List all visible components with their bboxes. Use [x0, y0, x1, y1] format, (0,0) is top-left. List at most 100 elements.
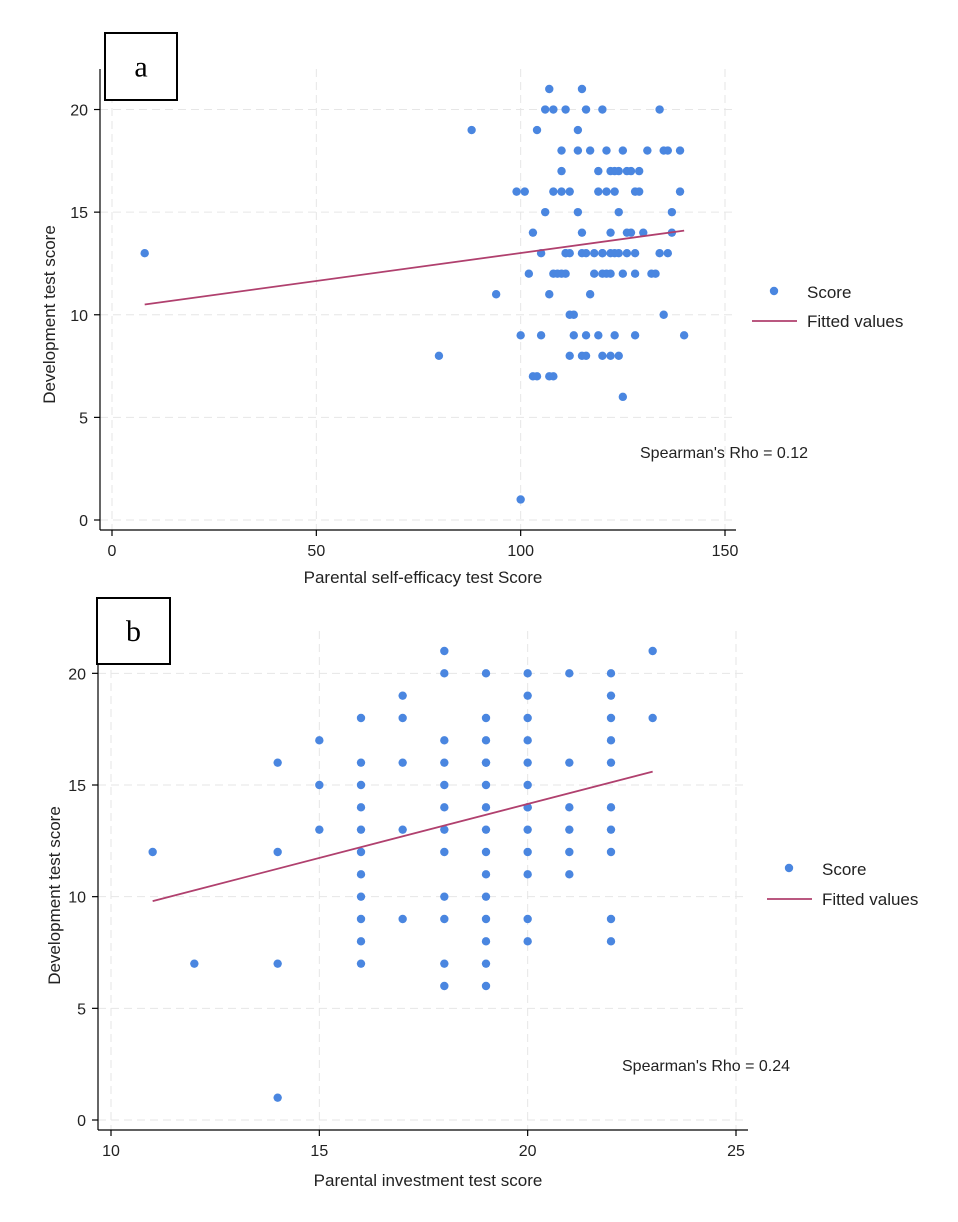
data-point [618, 392, 628, 402]
x-tick-label: 50 [307, 543, 325, 560]
x-tick-label: 100 [507, 543, 534, 560]
data-point [512, 187, 521, 196]
data-point [606, 803, 616, 812]
x-tick-label: 25 [727, 1143, 745, 1160]
x-axis-title: Parental self-efficacy test Score [304, 568, 543, 587]
data-point [598, 248, 607, 258]
data-point [356, 713, 366, 723]
x-tick-label: 20 [519, 1143, 537, 1160]
data-point [523, 758, 532, 767]
data-point [565, 248, 574, 258]
data-point [481, 780, 491, 790]
data-point [648, 646, 657, 656]
data-point [273, 758, 282, 767]
data-point [679, 331, 689, 340]
data-point [481, 937, 491, 946]
spearman-annotation: Spearman's Rho = 0.24 [622, 1058, 790, 1075]
data-point [315, 736, 324, 745]
y-tick-label: 20 [70, 103, 88, 120]
data-point [565, 803, 574, 812]
data-point [606, 228, 615, 237]
fitted-line [144, 229, 685, 306]
y-tick-label: 0 [77, 1113, 86, 1130]
data-point [481, 803, 491, 812]
y-tick-label: 15 [68, 778, 86, 795]
data-point [545, 290, 554, 299]
data-point [481, 847, 491, 857]
data-point [440, 981, 449, 991]
y-tick-label: 0 [79, 513, 88, 530]
data-point [481, 959, 491, 968]
data-point [523, 669, 532, 678]
data-point [565, 870, 574, 879]
data-point [610, 331, 619, 340]
data-point [626, 228, 636, 237]
data-point [655, 105, 664, 114]
data-point [630, 331, 640, 340]
data-point [356, 825, 366, 834]
data-point [557, 146, 566, 155]
data-point [655, 248, 664, 258]
data-point [434, 351, 444, 361]
data-point [520, 187, 529, 196]
data-point [565, 187, 574, 196]
legend-label-fitted: Fitted values [807, 312, 903, 331]
data-point [440, 959, 449, 968]
data-point [614, 207, 623, 217]
data-point [398, 691, 407, 700]
data-point [356, 937, 366, 946]
data-point [356, 959, 366, 968]
data-point [606, 669, 616, 678]
data-point [545, 84, 554, 94]
data-point [630, 248, 640, 258]
data-point [634, 187, 644, 196]
data-point [481, 892, 491, 901]
data-point [273, 847, 282, 857]
data-point [626, 166, 636, 176]
data-point [440, 914, 449, 924]
data-point [440, 669, 449, 678]
data-point [523, 914, 532, 924]
data-point [356, 870, 366, 879]
data-point [663, 248, 672, 258]
data-point [594, 166, 603, 176]
y-tick-label: 20 [68, 666, 86, 683]
data-point [602, 146, 611, 155]
data-point [398, 914, 407, 924]
chart-panel-a: 0 5 10 15 20 0 50 100 150 Parental self-efficacy … [40, 32, 903, 587]
data-point [581, 351, 591, 361]
fitted-line [152, 770, 653, 903]
legend-marker-score [784, 863, 794, 873]
data-point [606, 269, 615, 278]
data-point [148, 847, 157, 857]
data-point [532, 372, 542, 381]
data-point [532, 125, 542, 135]
data-point [356, 892, 366, 901]
data-point [523, 691, 532, 700]
y-tick-label: 15 [70, 205, 88, 222]
data-point [648, 713, 657, 723]
data-point [356, 758, 366, 767]
data-point [481, 914, 491, 924]
data-point [190, 959, 199, 968]
data-point [540, 105, 550, 114]
data-point [581, 105, 591, 114]
data-point [565, 847, 574, 857]
data-point [481, 870, 491, 879]
data-point [523, 870, 532, 879]
data-point [606, 713, 616, 723]
data-point [606, 736, 616, 745]
data-point [581, 248, 591, 258]
data-point [590, 248, 599, 258]
data-point [639, 228, 648, 237]
data-point [516, 331, 525, 340]
data-point [273, 959, 282, 968]
panel-label-box [96, 597, 171, 665]
data-point [590, 269, 599, 278]
data-point [481, 981, 491, 991]
data-point [481, 669, 491, 678]
data-point [614, 351, 623, 361]
data-point [569, 331, 578, 340]
data-point [573, 146, 583, 155]
y-tick-label: 5 [77, 1001, 86, 1018]
